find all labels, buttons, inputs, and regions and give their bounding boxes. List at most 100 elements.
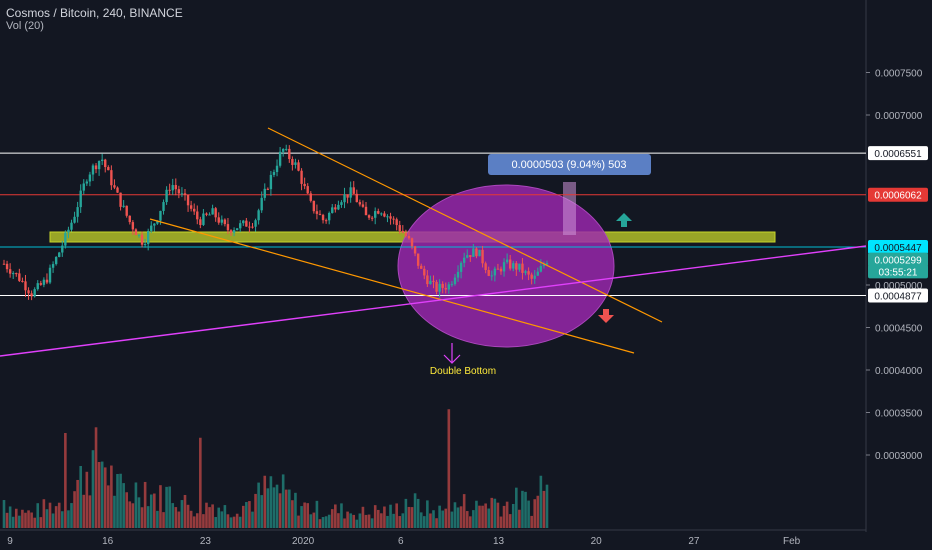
- volume-bar: [447, 409, 451, 528]
- double-bottom-ellipse[interactable]: [397, 184, 615, 348]
- candle-body: [199, 219, 202, 225]
- volume-bar: [352, 514, 356, 528]
- volume-bar: [73, 491, 76, 528]
- candle-body: [146, 230, 150, 245]
- volume-bar: [462, 494, 466, 528]
- volume-bar: [21, 509, 24, 528]
- volume-bar: [312, 512, 316, 528]
- candle-body: [54, 257, 58, 265]
- candle-body: [122, 205, 125, 207]
- price-label-text: 0.0006551: [874, 149, 922, 160]
- candle-body: [499, 268, 503, 272]
- volume-bar: [441, 510, 444, 528]
- volume-bar: [159, 485, 162, 528]
- volume-bar: [156, 510, 159, 528]
- volume-bar: [361, 506, 365, 528]
- candle-body: [505, 259, 509, 263]
- candle-body: [487, 270, 490, 276]
- candle-body: [327, 212, 331, 221]
- candle-body: [496, 268, 500, 270]
- measure-label-box[interactable]: 0.0000503 (9.04%) 503: [488, 154, 651, 175]
- candle-body: [245, 220, 248, 227]
- candle-body: [364, 206, 368, 216]
- volume-bar: [76, 479, 79, 528]
- candle-body: [401, 230, 405, 233]
- candle-body: [113, 185, 116, 188]
- candle-body: [343, 194, 346, 203]
- volume-bar: [315, 500, 319, 528]
- double-bottom-label: Double Bottom: [430, 366, 496, 377]
- volume-bar: [14, 508, 18, 528]
- volume-bar: [297, 515, 300, 528]
- candle-body: [300, 170, 303, 184]
- candle-body: [407, 235, 411, 239]
- candle-body: [58, 252, 61, 258]
- candle-body: [521, 263, 524, 273]
- candle-body: [137, 234, 141, 236]
- candle-body: [153, 223, 156, 226]
- candle-body: [257, 210, 260, 221]
- volume-bar: [481, 505, 484, 528]
- candle-body: [288, 148, 291, 160]
- price-label-text: 0.0004877: [874, 291, 922, 302]
- candle-body: [134, 229, 138, 236]
- volume-bar: [107, 485, 110, 528]
- candle-body: [186, 195, 190, 206]
- volume-bar: [337, 513, 340, 528]
- volume-bar: [54, 506, 58, 528]
- candle-body: [79, 190, 82, 208]
- descending-trendline-lower[interactable]: [149, 218, 635, 354]
- volume-bar: [48, 502, 52, 528]
- volume-bar: [281, 474, 285, 528]
- volume-bar: [355, 519, 359, 528]
- candle-body: [51, 264, 55, 268]
- candle-body: [294, 162, 297, 165]
- volume-bar: [5, 512, 9, 528]
- volume-bar: [334, 504, 337, 528]
- candle-body: [76, 207, 79, 217]
- volume-bar: [527, 500, 530, 528]
- volume-bar: [438, 505, 441, 528]
- volume-bar: [199, 437, 202, 528]
- volume-bar: [321, 517, 325, 528]
- volume-bar: [103, 467, 107, 528]
- candle-body: [512, 263, 515, 269]
- volume-bar: [149, 494, 153, 528]
- candle-body: [223, 219, 227, 225]
- candle-body: [45, 279, 49, 283]
- candle-body: [340, 202, 343, 205]
- volume-bar: [18, 515, 21, 528]
- volume-bar: [79, 466, 82, 528]
- candle-body: [27, 290, 30, 294]
- volume-bar: [2, 500, 6, 528]
- volume-bar: [27, 510, 30, 528]
- candle-body: [331, 207, 334, 213]
- volume-bar: [419, 512, 423, 528]
- volume-bar: [426, 500, 429, 528]
- candle-body: [508, 259, 512, 269]
- candle-body: [242, 220, 245, 224]
- descending-trendline-upper[interactable]: [267, 127, 663, 323]
- volume-bar: [257, 482, 260, 528]
- volume-bar: [367, 514, 371, 528]
- volume-bar: [30, 512, 33, 528]
- candle-body: [143, 244, 147, 246]
- volume-bar: [214, 517, 217, 528]
- volume-bar: [220, 511, 224, 528]
- volume-bar: [45, 509, 49, 528]
- chart-title: Cosmos / Bitcoin, 240, BINANCE: [6, 6, 183, 20]
- time-axis[interactable]: 9 16 23 2020 6 13 20 27 Feb: [7, 536, 800, 547]
- candle-body: [441, 283, 444, 288]
- volume-bar: [91, 450, 95, 528]
- candle-body: [128, 215, 131, 223]
- candles-layer: [2, 144, 549, 301]
- volume-bar: [60, 511, 64, 528]
- volume-bar: [376, 509, 380, 528]
- volume-bar: [82, 494, 86, 528]
- candle-body: [39, 283, 43, 285]
- y-tick-label: 0.0004500: [875, 324, 923, 335]
- price-axis[interactable]: 0.0003000 0.0003500 0.0004000 0.0004500 0.00…: [866, 69, 923, 463]
- ascending-support-line[interactable]: [0, 245, 867, 357]
- y-tick-label: 0.0003500: [875, 409, 923, 420]
- volume-bar: [269, 476, 273, 528]
